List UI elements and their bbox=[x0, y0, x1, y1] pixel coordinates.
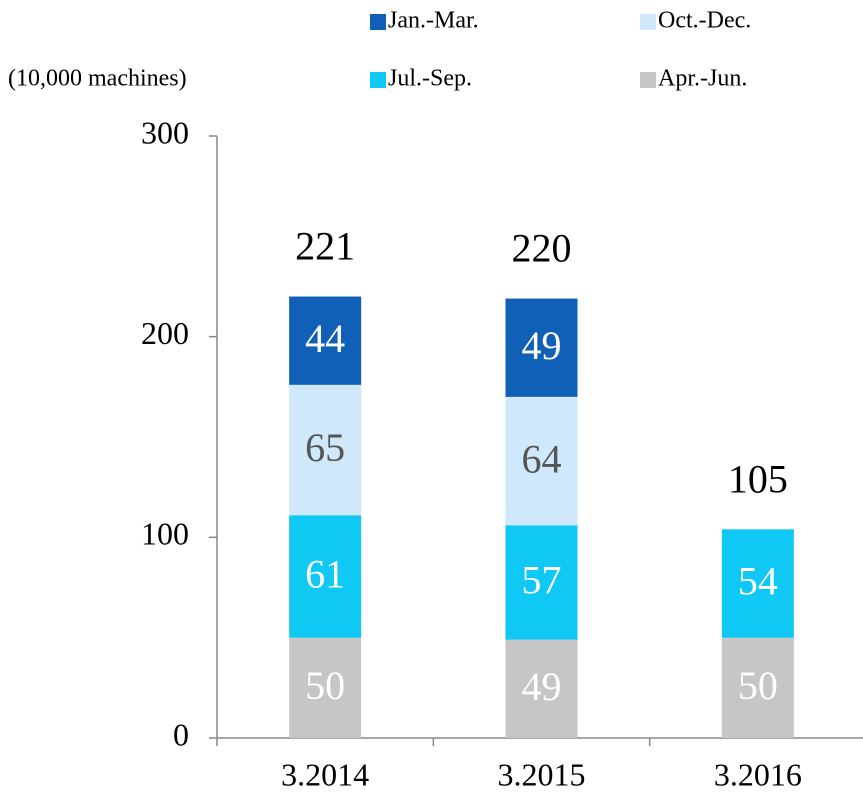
bar-segment bbox=[289, 384, 362, 516]
bar-segment bbox=[721, 637, 794, 738]
total-label: 221 bbox=[295, 224, 355, 269]
data-label: 64 bbox=[522, 436, 562, 481]
data-label: 57 bbox=[522, 558, 562, 603]
bar-segment bbox=[289, 515, 362, 638]
y-tick-label: 100 bbox=[141, 516, 189, 552]
y-tick-label: 300 bbox=[141, 114, 189, 150]
y-tick-label: 200 bbox=[141, 315, 189, 351]
unit-label: (10,000 machines) bbox=[8, 66, 187, 92]
data-label: 65 bbox=[305, 425, 345, 470]
bar-segment bbox=[289, 296, 362, 385]
data-label: 49 bbox=[522, 323, 562, 368]
data-label: 50 bbox=[738, 663, 778, 708]
data-label: 44 bbox=[305, 316, 345, 361]
legend-swatch bbox=[640, 14, 656, 30]
legend-swatch bbox=[370, 72, 386, 88]
y-tick-label: 0 bbox=[173, 716, 189, 752]
legend-label: Jan.-Mar. bbox=[388, 8, 479, 34]
x-tick-label: 3.2016 bbox=[714, 756, 802, 792]
legend-label: Jul.-Sep. bbox=[388, 66, 472, 92]
bar-segment bbox=[505, 525, 578, 640]
data-label: 54 bbox=[738, 559, 778, 604]
bar-segment bbox=[289, 637, 362, 738]
bar-segment bbox=[505, 396, 578, 526]
total-label: 105 bbox=[728, 456, 788, 501]
total-label: 220 bbox=[512, 226, 572, 271]
legend-swatch bbox=[370, 14, 386, 30]
data-label: 49 bbox=[522, 664, 562, 709]
data-label: 50 bbox=[305, 663, 345, 708]
x-tick-label: 3.2014 bbox=[281, 756, 369, 792]
legend-swatch bbox=[640, 72, 656, 88]
data-label: 61 bbox=[305, 552, 345, 597]
legend-label: Apr.-Jun. bbox=[658, 66, 747, 92]
bar-segment bbox=[721, 529, 794, 638]
x-tick-label: 3.2015 bbox=[498, 756, 586, 792]
bar-segment bbox=[505, 639, 578, 738]
bar-segment bbox=[505, 298, 578, 397]
legend-label: Oct.-Dec. bbox=[658, 8, 751, 34]
